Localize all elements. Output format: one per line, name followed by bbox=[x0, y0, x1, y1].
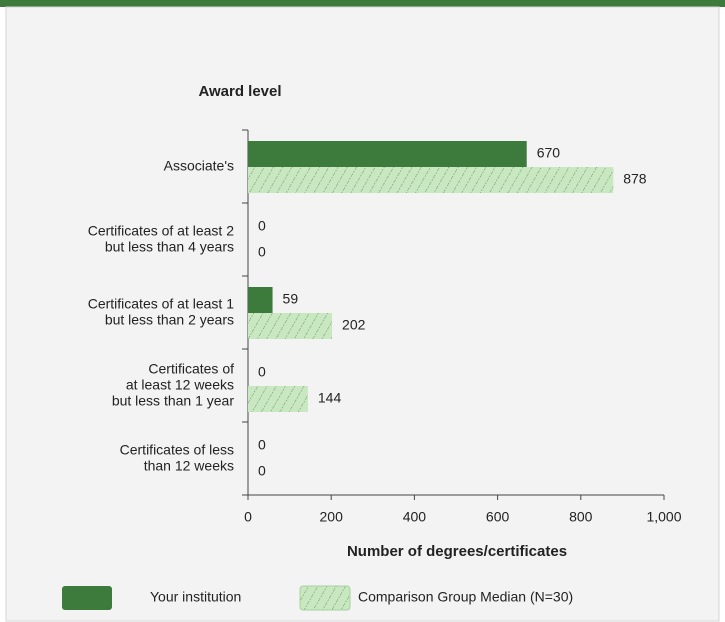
value-label: 0 bbox=[258, 463, 266, 479]
value-label: 0 bbox=[258, 218, 266, 234]
legend-label: Your institution bbox=[150, 589, 241, 605]
legend-swatch bbox=[62, 586, 112, 610]
value-label: 0 bbox=[258, 437, 266, 453]
bar bbox=[248, 287, 273, 313]
panel bbox=[5, 6, 720, 622]
bar bbox=[248, 313, 333, 339]
legend-label: Comparison Group Median (N=30) bbox=[358, 589, 573, 605]
x-tick-label: 400 bbox=[403, 509, 427, 525]
x-tick-label: 200 bbox=[320, 509, 344, 525]
bar bbox=[248, 386, 308, 412]
value-label: 0 bbox=[258, 244, 266, 260]
y-tick-label: Associate's bbox=[164, 157, 234, 173]
chart-title: Award level bbox=[198, 83, 281, 100]
value-label: 59 bbox=[283, 291, 299, 307]
y-tick-label: Certificates of at least 2 but less than … bbox=[88, 222, 235, 254]
x-tick-label: 600 bbox=[486, 509, 510, 525]
x-tick-label: 800 bbox=[569, 509, 593, 525]
y-tick-label: Certificates of at least 12 weeks but less… bbox=[112, 360, 235, 408]
bar bbox=[248, 167, 614, 193]
legend-swatch bbox=[299, 585, 351, 611]
x-tick-label: 1,000 bbox=[646, 509, 681, 525]
value-label: 670 bbox=[537, 145, 561, 161]
value-label: 0 bbox=[258, 364, 266, 380]
x-axis-title: Number of degrees/certificates bbox=[347, 543, 567, 560]
value-label: 144 bbox=[318, 390, 342, 406]
bar bbox=[248, 141, 527, 167]
y-tick-label: Certificates of at least 1 but less than … bbox=[88, 295, 235, 327]
top-bar bbox=[0, 0, 725, 7]
value-label: 202 bbox=[342, 317, 366, 333]
y-tick-label: Certificates of less than 12 weeks bbox=[120, 441, 234, 473]
x-tick-label: 0 bbox=[244, 509, 252, 525]
value-label: 878 bbox=[623, 171, 647, 187]
